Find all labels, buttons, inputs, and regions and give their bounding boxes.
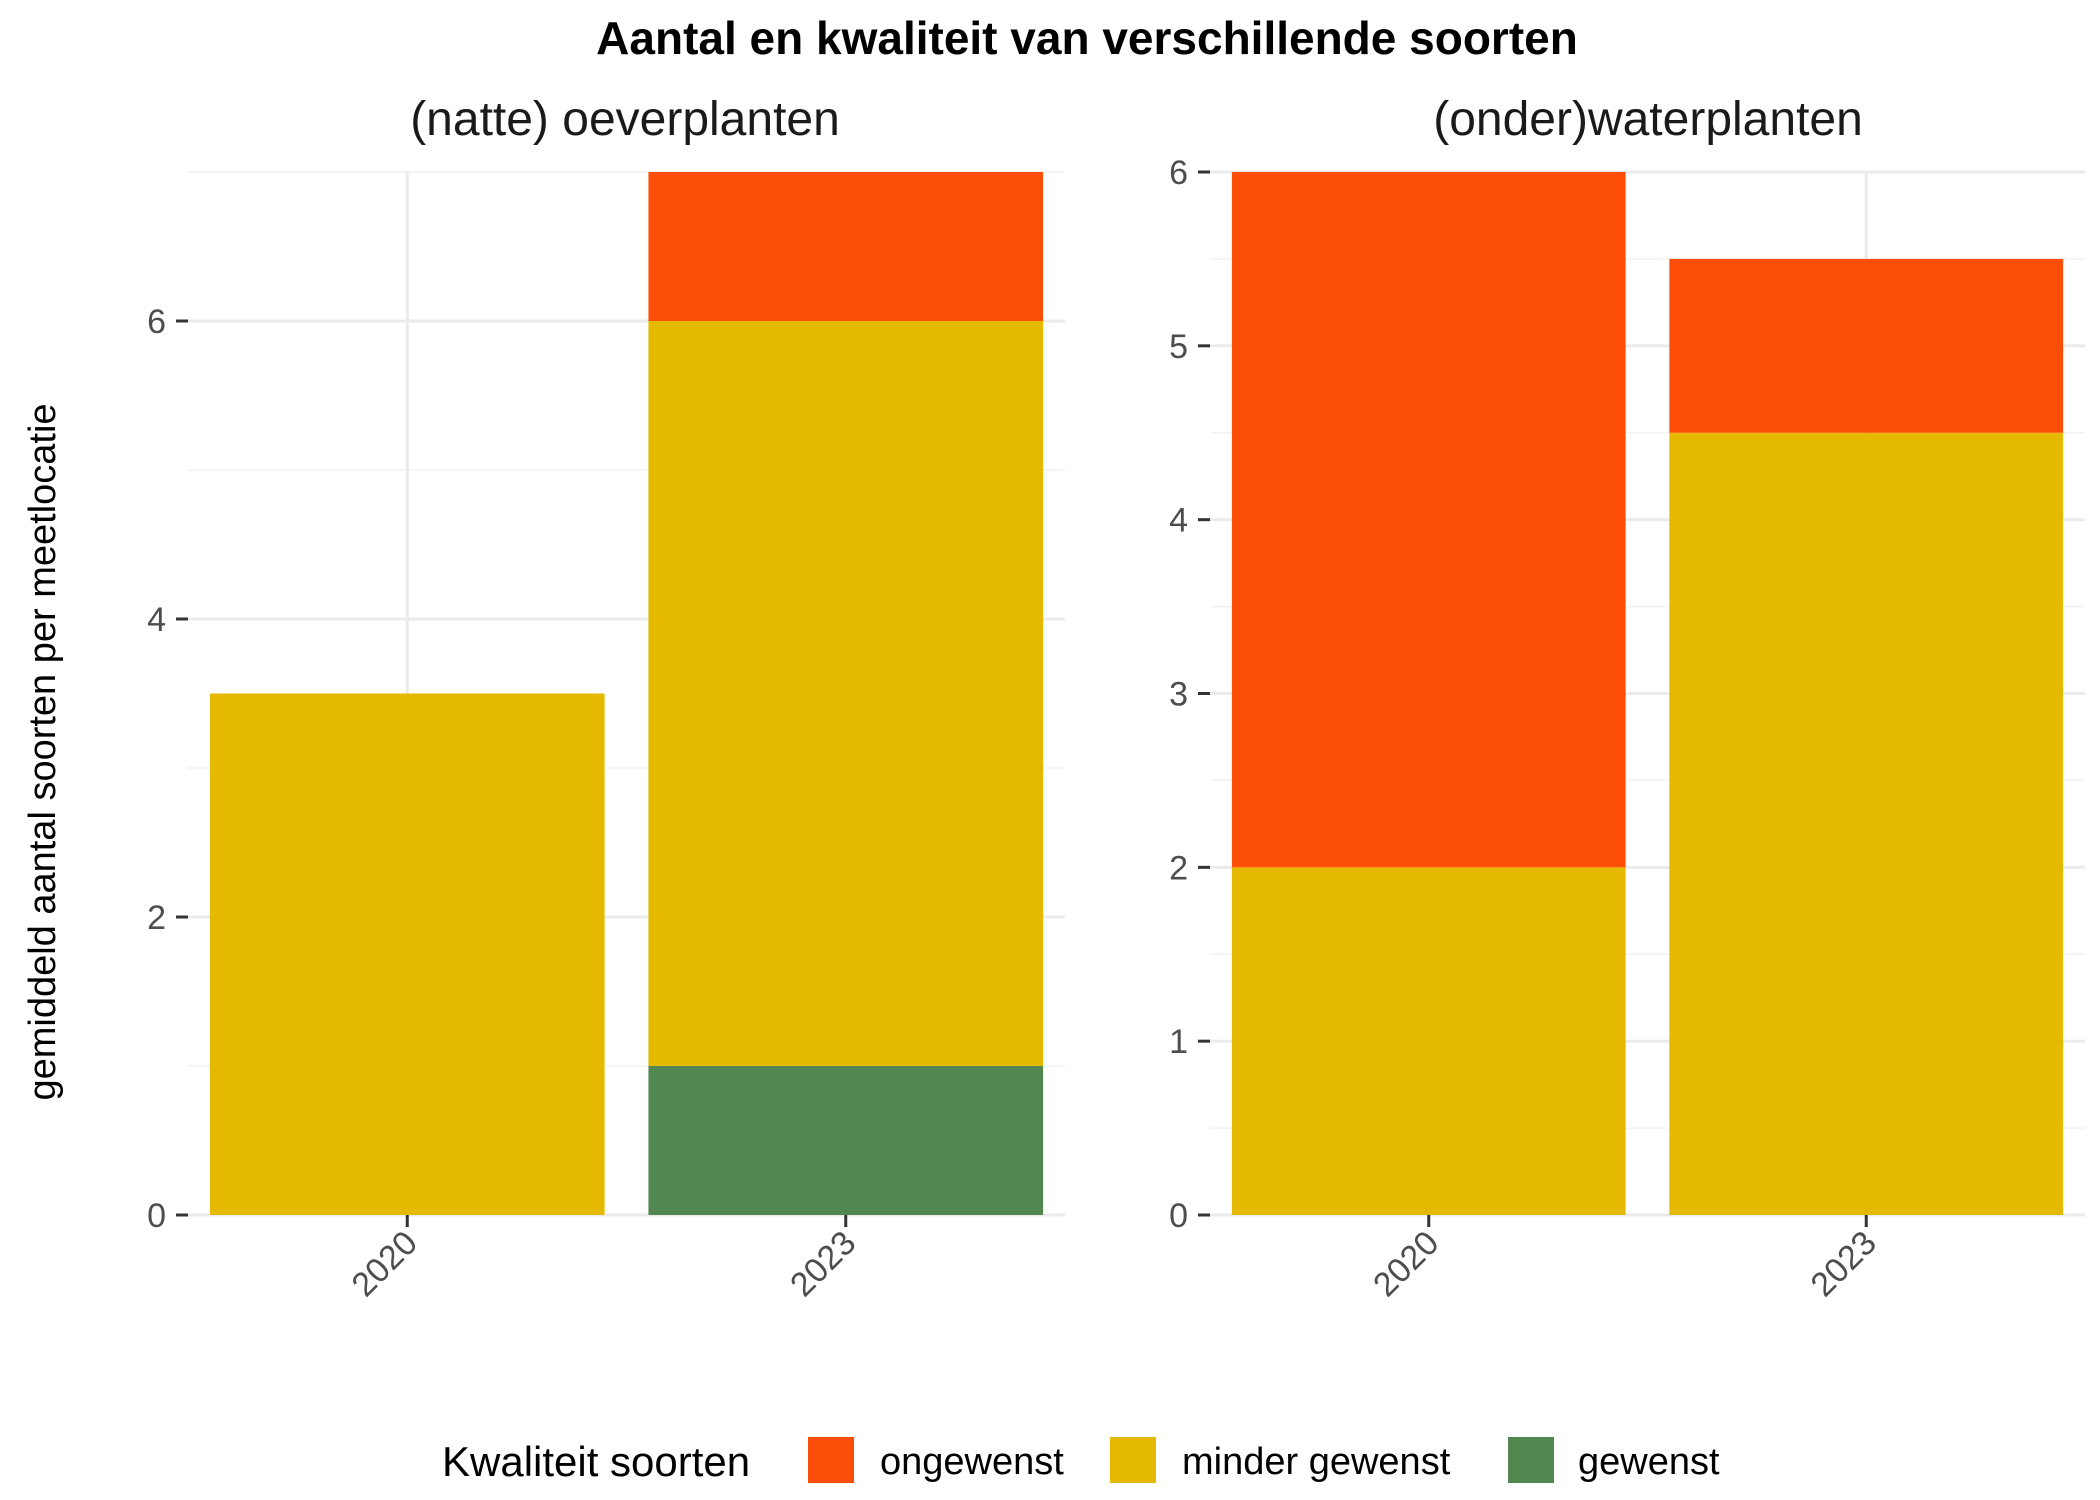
panel-title: (natte) oeverplanten [410,93,840,146]
x-tick-label: 2020 [1366,1224,1446,1304]
chart-title: Aantal en kwaliteit van verschillende so… [596,12,1578,64]
x-tick-label: 2023 [783,1224,863,1304]
bar-minder-gewenst-2023 [1669,432,2064,1215]
y-axis-label: gemiddeld aantal soorten per meetlocatie [22,403,64,1100]
bar-minder-gewenst-2023 [648,321,1044,1066]
bar-ongewenst-2020 [1231,172,1626,868]
y-tick-label: 2 [147,899,166,937]
legend-label-minder-gewenst: minder gewenst [1182,1441,1451,1483]
bar-gewenst-2023 [648,1066,1044,1215]
y-tick-label: 3 [1169,676,1188,714]
y-tick-label: 1 [1169,1023,1188,1061]
bar-ongewenst-2023 [1669,258,2064,433]
legend-label-ongewenst: ongewenst [880,1441,1064,1483]
legend-swatch-gewenst [1508,1437,1554,1483]
y-tick-label: 2 [1169,849,1188,887]
y-tick-label: 6 [1169,154,1188,192]
y-tick-label: 5 [1169,328,1188,366]
legend-swatch-ongewenst [808,1437,854,1483]
y-tick-label: 0 [147,1197,166,1235]
panel-waterplanten: (onder)waterplanten 0 1 2 3 4 5 6 2020 2023 [1169,93,2085,1304]
y-tick-label: 6 [147,303,166,341]
bar-minder-gewenst-2020 [1231,867,1626,1215]
bar-ongewenst-2023 [648,172,1044,321]
bar-minder-gewenst-2020 [209,693,605,1215]
panel-title: (onder)waterplanten [1433,93,1863,146]
y-tick-label: 0 [1169,1197,1188,1235]
x-tick-label: 2020 [345,1224,425,1304]
legend: Kwaliteit soorten ongewenst minder gewen… [442,1437,1720,1485]
y-tick-label: 4 [147,601,166,639]
panel-oeverplanten: (natte) oeverplanten 0 2 4 6 2020 2023 [147,93,1065,1304]
y-tick-label: 4 [1169,502,1188,540]
legend-swatch-minder-gewenst [1110,1437,1156,1483]
legend-title: Kwaliteit soorten [442,1438,750,1485]
x-tick-label: 2023 [1804,1224,1884,1304]
legend-label-gewenst: gewenst [1578,1441,1720,1483]
